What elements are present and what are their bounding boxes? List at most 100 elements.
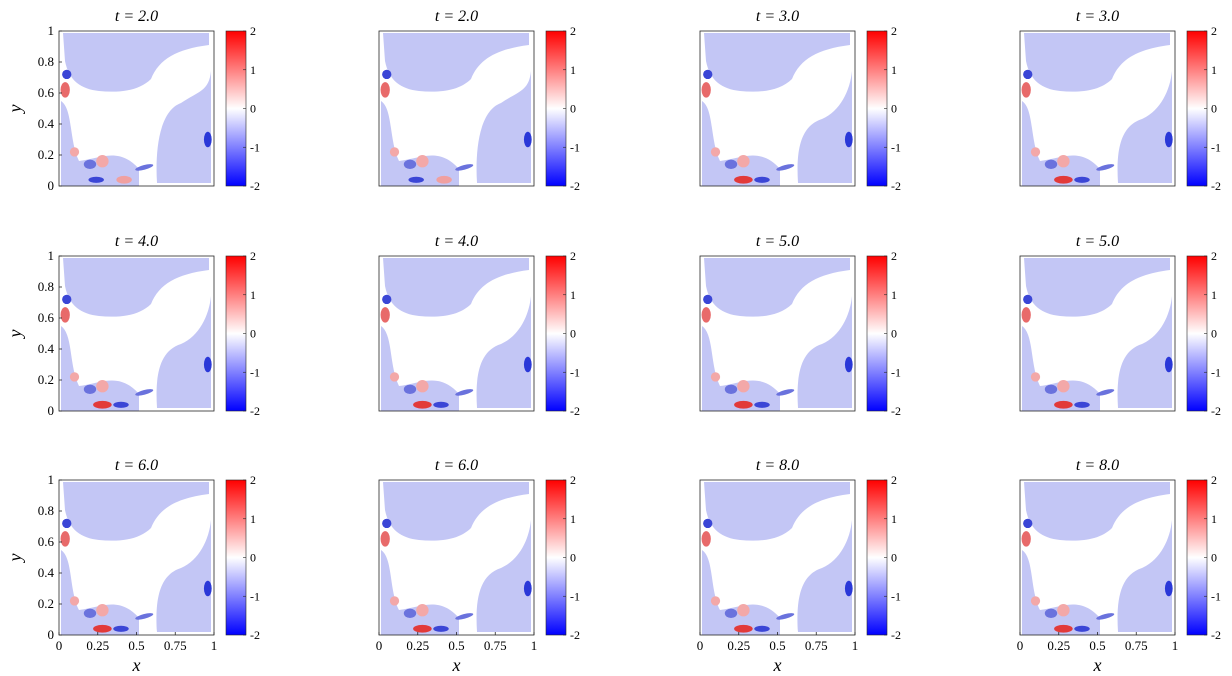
subplot-title: t = 2.0 [435, 8, 478, 25]
y-axis-label: y [5, 554, 25, 564]
colorbar-tick-label: 1 [570, 288, 576, 302]
y-tick-label: 0.4 [38, 116, 55, 131]
positive-vortex [1021, 531, 1031, 547]
colorbar-tick-label: 1 [250, 288, 256, 302]
contour-field [1020, 31, 1175, 186]
x-tick-label: 0.5 [128, 638, 144, 653]
negative-vortex [754, 176, 770, 183]
colorbar: 2 1 0 -1 -2 [545, 473, 580, 642]
colorbar-tick-label: 2 [1211, 24, 1217, 38]
y-axis-label: y [5, 330, 25, 340]
colorbar-tick-label: -2 [570, 179, 580, 193]
positive-vortex [1054, 624, 1073, 633]
negative-vortex [83, 384, 97, 394]
colorbar: 2 1 0 -1 -2 [225, 473, 260, 642]
negative-vortex [754, 401, 770, 408]
negative-region-upper [704, 482, 850, 541]
negative-vortex [1096, 613, 1115, 620]
positive-vortex [389, 596, 400, 606]
axes-frame [1019, 30, 1176, 187]
subplot-title: t = 8.0 [756, 457, 799, 474]
positive-vortex [389, 147, 400, 157]
negative-vortex [455, 613, 474, 620]
colorbar: 2 1 0 -1 -2 [1186, 24, 1221, 193]
positive-vortex [1030, 372, 1041, 382]
y-tick-label: 0.6 [38, 85, 55, 100]
negative-vortex [703, 294, 713, 305]
negative-region-lower [381, 326, 459, 411]
colorbar-tick-label: -1 [250, 140, 260, 154]
axes-frame [1019, 255, 1176, 412]
y-tick-label: 0.4 [38, 565, 55, 580]
negative-region-upper [383, 33, 529, 92]
positive-vortex [1030, 147, 1041, 157]
negative-vortex [1023, 518, 1033, 529]
negative-vortex [203, 580, 212, 597]
negative-region-upper [1024, 258, 1170, 317]
positive-vortex [701, 82, 711, 98]
negative-vortex [113, 401, 129, 408]
positive-vortex [96, 380, 109, 393]
axes-frame [378, 30, 535, 187]
negative-vortex [776, 613, 795, 620]
colorbar-tick-label: 0 [250, 327, 256, 341]
negative-vortex [403, 159, 417, 169]
negative-vortex [113, 625, 129, 632]
negative-vortex [433, 625, 449, 632]
colorbar-tick-label: -1 [250, 589, 260, 603]
negative-vortex [203, 356, 212, 373]
negative-vortex [1074, 176, 1090, 183]
negative-vortex [1023, 294, 1033, 305]
subplot-title: t = 4.0 [435, 233, 478, 250]
negative-vortex [1096, 164, 1115, 171]
negative-region-upper [63, 482, 209, 541]
x-tick-label: 0 [376, 638, 383, 653]
colorbar-tick-label: -2 [1211, 628, 1221, 642]
positive-vortex [1057, 155, 1070, 168]
subplot-title: t = 4.0 [115, 233, 158, 250]
x-tick-label: 1 [852, 638, 859, 653]
x-tick-label: 0.25 [86, 638, 109, 653]
contour-field [59, 480, 214, 635]
negative-vortex [382, 518, 392, 529]
contour-field [379, 480, 534, 635]
negative-vortex [88, 176, 104, 183]
colorbar-tick-label: -2 [1211, 179, 1221, 193]
negative-vortex [844, 356, 853, 373]
negative-vortex [523, 131, 532, 148]
positive-vortex [710, 147, 721, 157]
x-tick-label: 0.75 [1125, 638, 1148, 653]
colorbar-tick-label: -2 [570, 404, 580, 418]
colorbar-tick-label: -2 [250, 179, 260, 193]
positive-vortex [737, 380, 750, 393]
negative-vortex [754, 625, 770, 632]
positive-vortex [93, 400, 112, 409]
negative-vortex [1074, 625, 1090, 632]
negative-region-lower [61, 326, 139, 411]
positive-vortex [734, 624, 753, 633]
contour-field [59, 256, 214, 411]
contour-field [1020, 480, 1175, 635]
colorbar-tick-label: 0 [570, 327, 576, 341]
positive-vortex [416, 155, 429, 168]
colorbar: 2 1 0 -1 -2 [866, 24, 901, 193]
negative-region-right [1117, 296, 1172, 408]
subplot-8: t = 5.0 2 1 0 -1 -2 [1019, 233, 1221, 418]
positive-vortex [701, 307, 711, 323]
negative-region-lower [702, 550, 780, 635]
colorbar-tick-label: -2 [570, 628, 580, 642]
colorbar: 2 1 0 -1 -2 [225, 24, 260, 193]
colorbar-tick-label: -1 [570, 140, 580, 154]
negative-region-upper [63, 33, 209, 92]
negative-vortex [83, 608, 97, 618]
negative-region-right [1117, 71, 1172, 183]
negative-vortex [703, 69, 713, 80]
colorbar: 2 1 0 -1 -2 [225, 249, 260, 418]
y-tick-label: 0 [48, 403, 55, 418]
negative-vortex [382, 294, 392, 305]
positive-vortex [60, 307, 70, 323]
negative-region-lower [1022, 101, 1100, 186]
negative-region-lower [61, 101, 139, 186]
colorbar-tick-label: 2 [891, 473, 897, 487]
positive-vortex [737, 155, 750, 168]
